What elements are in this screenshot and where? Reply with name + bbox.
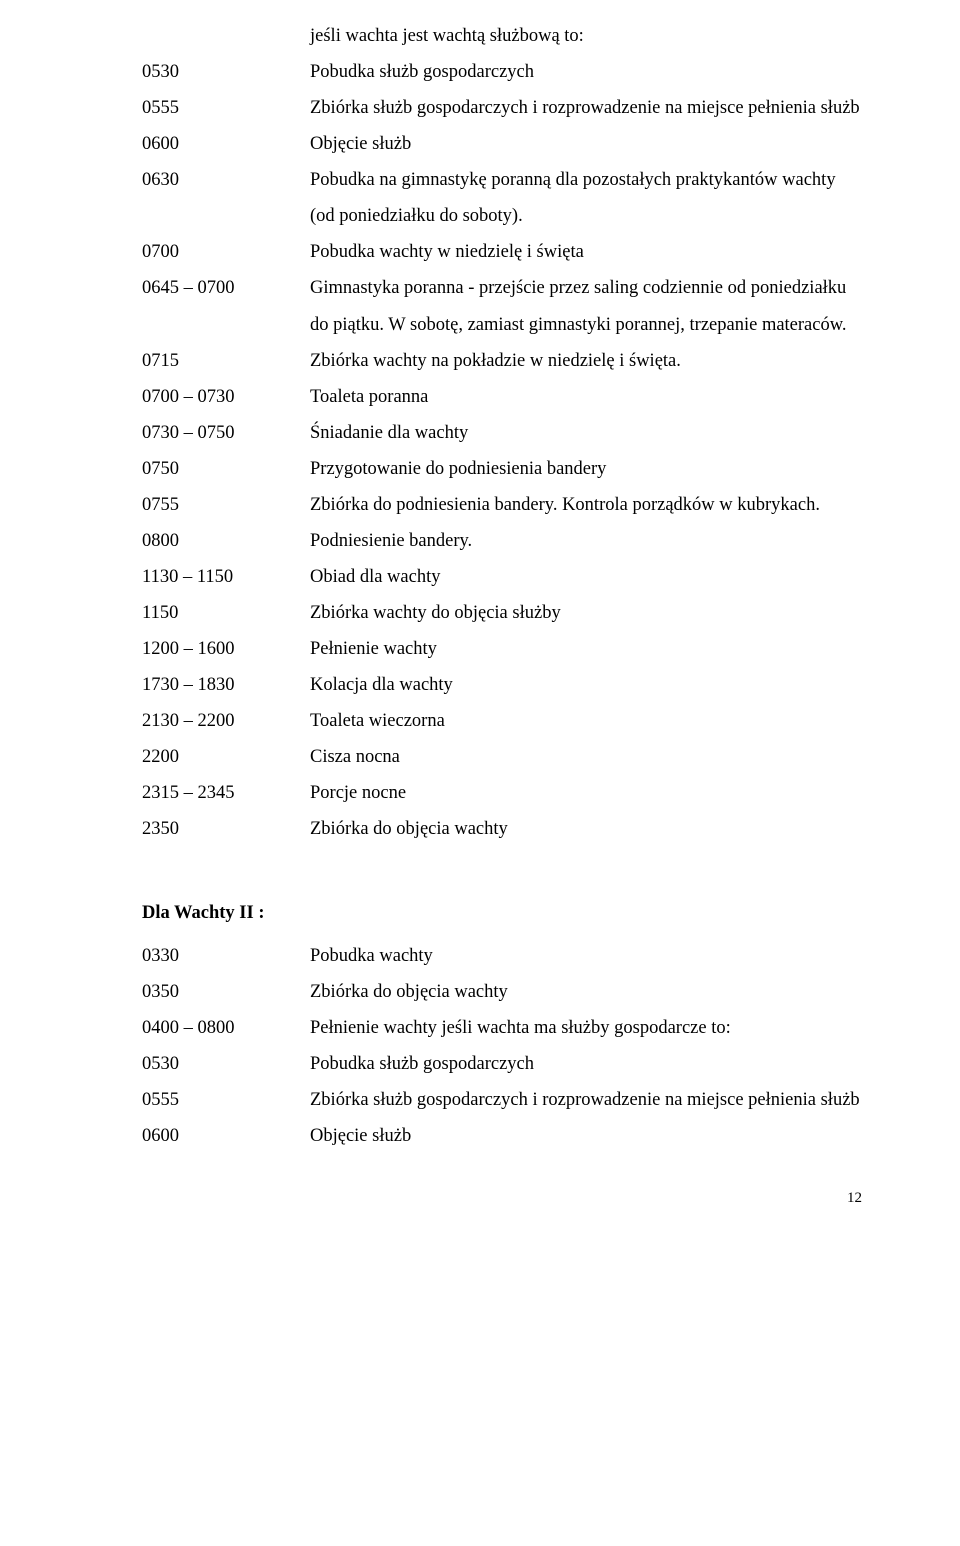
description-cell: Pobudka wachty w niedzielę i święta [310, 234, 862, 270]
time-cell: 0700 [142, 234, 310, 270]
description-cell: Toaleta wieczorna [310, 703, 862, 739]
schedule-row: 0715Zbiórka wachty na pokładzie w niedzi… [142, 343, 862, 379]
description-cell: Pobudka na gimnastykę poranną dla pozost… [310, 162, 862, 234]
description-cell: Obiad dla wachty [310, 559, 862, 595]
time-cell: 0600 [142, 126, 310, 162]
time-cell: 0715 [142, 343, 310, 379]
description-cell: Pobudka wachty [310, 938, 862, 974]
time-cell: 1730 – 1830 [142, 667, 310, 703]
time-cell: 0530 [142, 1046, 310, 1082]
schedule-row: 0555Zbiórka służb gospodarczych i rozpro… [142, 1082, 862, 1118]
description-cell: Pełnienie wachty jeśli wachta ma służby … [310, 1010, 862, 1046]
description-cell: Zbiórka wachty na pokładzie w niedzielę … [310, 343, 862, 379]
schedule-row: 0755Zbiórka do podniesienia bandery. Kon… [142, 487, 862, 523]
time-cell: 1200 – 1600 [142, 631, 310, 667]
description-cell: Kolacja dla wachty [310, 667, 862, 703]
schedule-row: 0750Przygotowanie do podniesienia bander… [142, 451, 862, 487]
schedule-row: 0400 – 0800Pełnienie wachty jeśli wachta… [142, 1010, 862, 1046]
schedule-row: 1130 – 1150Obiad dla wachty [142, 559, 862, 595]
description-cell: Porcje nocne [310, 775, 862, 811]
time-cell: 2200 [142, 739, 310, 775]
time-cell: 0530 [142, 54, 310, 90]
schedule-2: 0330Pobudka wachty0350Zbiórka do objęcia… [142, 938, 862, 1154]
description-cell: Pobudka służb gospodarczych [310, 54, 862, 90]
time-cell: 2350 [142, 811, 310, 847]
schedule-row: 0730 – 0750Śniadanie dla wachty [142, 415, 862, 451]
section-title: Dla Wachty II : [142, 895, 862, 931]
description-cell: Cisza nocna [310, 739, 862, 775]
time-cell: 0400 – 0800 [142, 1010, 310, 1046]
description-cell: Zbiórka służb gospodarczych i rozprowadz… [310, 1082, 862, 1118]
schedule-row: 2315 – 2345Porcje nocne [142, 775, 862, 811]
schedule-row: 0530Pobudka służb gospodarczych [142, 54, 862, 90]
schedule-row: 0555Zbiórka służb gospodarczych i rozpro… [142, 90, 862, 126]
schedule-row: 0530Pobudka służb gospodarczych [142, 1046, 862, 1082]
description-cell: Zbiórka do podniesienia bandery. Kontrol… [310, 487, 862, 523]
page-number: 12 [142, 1184, 862, 1213]
time-cell: 0330 [142, 938, 310, 974]
description-cell: Zbiórka do objęcia wachty [310, 811, 862, 847]
schedule-row: 2200Cisza nocna [142, 739, 862, 775]
description-cell: Objęcie służb [310, 1118, 862, 1154]
time-cell: 0350 [142, 974, 310, 1010]
schedule-row: 1730 – 1830Kolacja dla wachty [142, 667, 862, 703]
time-cell: 2130 – 2200 [142, 703, 310, 739]
schedule-row: 0700 – 0730Toaleta poranna [142, 379, 862, 415]
schedule-row: 2130 – 2200Toaleta wieczorna [142, 703, 862, 739]
description-cell: Przygotowanie do podniesienia bandery [310, 451, 862, 487]
time-cell: 1150 [142, 595, 310, 631]
time-cell: 0555 [142, 90, 310, 126]
schedule-row: 0600Objęcie służb [142, 1118, 862, 1154]
intro-line: jeśli wachta jest wachtą służbową to: [142, 18, 862, 54]
schedule-row: 0350Zbiórka do objęcia wachty [142, 974, 862, 1010]
schedule-row: 1200 – 1600Pełnienie wachty [142, 631, 862, 667]
time-cell: 0755 [142, 487, 310, 523]
schedule-1: 0530Pobudka służb gospodarczych0555Zbiór… [142, 54, 862, 847]
schedule-row: 0645 – 0700Gimnastyka poranna - przejści… [142, 270, 862, 342]
schedule-row: 0330Pobudka wachty [142, 938, 862, 974]
description-cell: Śniadanie dla wachty [310, 415, 862, 451]
description-cell: Gimnastyka poranna - przejście przez sal… [310, 270, 862, 342]
schedule-row: 0600Objęcie służb [142, 126, 862, 162]
description-cell: Objęcie służb [310, 126, 862, 162]
schedule-row: 0700Pobudka wachty w niedzielę i święta [142, 234, 862, 270]
time-cell: 0630 [142, 162, 310, 198]
time-cell: 0750 [142, 451, 310, 487]
description-cell: Zbiórka służb gospodarczych i rozprowadz… [310, 90, 862, 126]
description-cell: Podniesienie bandery. [310, 523, 862, 559]
description-cell: Toaleta poranna [310, 379, 862, 415]
time-cell: 2315 – 2345 [142, 775, 310, 811]
description-cell: Zbiórka wachty do objęcia służby [310, 595, 862, 631]
description-cell: Pełnienie wachty [310, 631, 862, 667]
time-cell: 0555 [142, 1082, 310, 1118]
time-cell: 0800 [142, 523, 310, 559]
schedule-row: 1150Zbiórka wachty do objęcia służby [142, 595, 862, 631]
time-cell: 0600 [142, 1118, 310, 1154]
time-cell: 0700 – 0730 [142, 379, 310, 415]
description-cell: Pobudka służb gospodarczych [310, 1046, 862, 1082]
time-cell: 1130 – 1150 [142, 559, 310, 595]
description-cell: Zbiórka do objęcia wachty [310, 974, 862, 1010]
time-cell: 0645 – 0700 [142, 270, 310, 306]
time-cell: 0730 – 0750 [142, 415, 310, 451]
schedule-row: 2350Zbiórka do objęcia wachty [142, 811, 862, 847]
schedule-row: 0630Pobudka na gimnastykę poranną dla po… [142, 162, 862, 234]
schedule-row: 0800Podniesienie bandery. [142, 523, 862, 559]
